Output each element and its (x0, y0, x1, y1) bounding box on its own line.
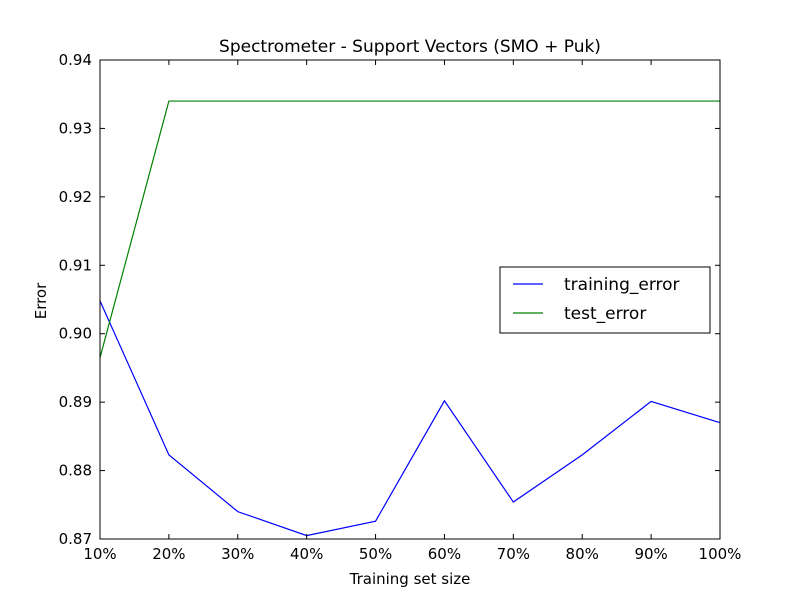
y-tick-label: 0.91 (59, 256, 92, 274)
legend-label-training_error: training_error (564, 275, 680, 295)
y-axis-label: Error (32, 282, 50, 319)
y-tick-label: 0.94 (59, 51, 92, 69)
x-tick-label: 60% (428, 545, 461, 563)
y-tick-label: 0.89 (59, 393, 92, 411)
plot-area: 10% 20% 30% 40% 50% 60% 70% 80% 90% 100% 0.87 0.88 0… (59, 51, 742, 563)
axes-frame (99, 59, 721, 540)
y-tick-label: 0.87 (59, 530, 92, 548)
series-line-test_error (99, 100, 720, 358)
y-tick-label: 0.92 (59, 188, 92, 206)
x-tick-label: 100% (699, 545, 742, 563)
legend: training_error test_error (499, 266, 711, 334)
x-tick-label: 80% (566, 545, 599, 563)
x-tick-label: 70% (497, 545, 530, 563)
x-tick-label: 40% (290, 545, 323, 563)
y-tick-label: 0.88 (59, 462, 92, 480)
legend-label-test_error: test_error (564, 304, 646, 324)
y-tick-label: 0.93 (59, 119, 92, 137)
x-tick-label: 50% (359, 545, 392, 563)
x-tick-label: 30% (221, 545, 254, 563)
series-line-training_error (99, 300, 721, 537)
legend-box (499, 266, 711, 334)
x-axis-label: Training set size (349, 570, 471, 588)
y-tick-label: 0.90 (59, 325, 92, 343)
x-tick-label: 10% (83, 545, 116, 563)
chart-title: Spectrometer - Support Vectors (SMO + Pu… (219, 37, 601, 57)
x-tick-label: 90% (634, 545, 667, 563)
x-tick-label: 20% (152, 545, 185, 563)
